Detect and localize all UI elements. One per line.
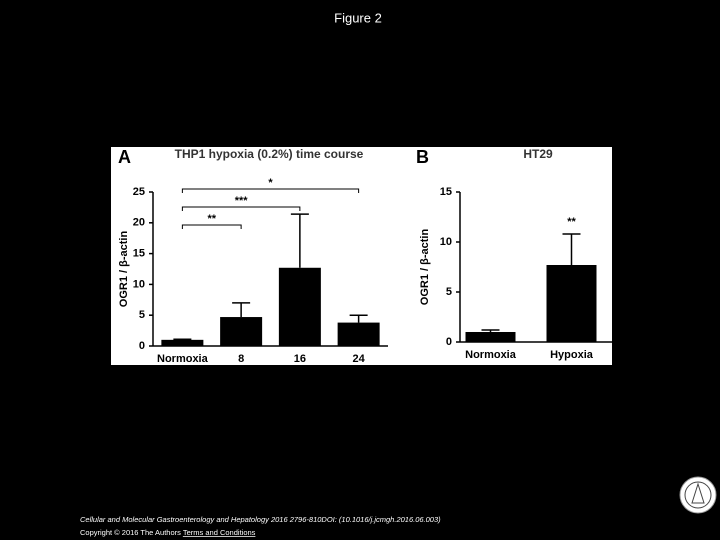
error-bar <box>562 233 581 265</box>
y-tick-label: 5 <box>446 286 452 298</box>
x-tick-label: Normoxia <box>465 349 517 361</box>
error-bar <box>232 302 251 318</box>
y-tick-label: 0 <box>139 340 145 352</box>
significance-label: *** <box>235 195 249 207</box>
error-bar <box>481 329 500 332</box>
x-tick-label: Normoxia <box>157 353 209 365</box>
x-tick-label: 24 <box>353 353 366 365</box>
significance-label: ** <box>567 216 576 228</box>
error-bar <box>173 338 192 340</box>
y-tick-label: 10 <box>440 236 452 248</box>
x-tick-label: 16 <box>294 353 306 365</box>
significance-label: * <box>268 177 273 189</box>
journal-logo <box>679 476 717 514</box>
bar <box>337 322 380 346</box>
bar <box>278 267 321 346</box>
significance-bracket <box>181 206 301 211</box>
copyright: Copyright © 2016 The Authors Terms and Co… <box>80 528 256 537</box>
y-tick-label: 20 <box>133 217 145 229</box>
y-tick-label: 5 <box>139 309 145 321</box>
y-tick-label: 10 <box>133 278 145 290</box>
y-tick-label: 15 <box>133 248 145 260</box>
y-axis-label: OGR1 / β-actin <box>419 229 431 306</box>
chart-title: HT29 <box>523 147 553 161</box>
y-tick-label: 15 <box>440 186 452 198</box>
significance-bracket <box>181 224 242 229</box>
x-tick-label: 8 <box>238 353 244 365</box>
significance-bracket <box>181 188 360 193</box>
panel-letter: B <box>416 147 429 167</box>
citation: Cellular and Molecular Gastroenterology … <box>80 515 441 524</box>
chart-title: THP1 hypoxia (0.2%) time course <box>175 147 364 161</box>
error-bar <box>290 213 309 268</box>
bar <box>546 265 597 342</box>
y-tick-label: 0 <box>446 336 452 348</box>
y-tick-label: 25 <box>133 186 145 198</box>
significance-label: ** <box>207 213 216 225</box>
bar <box>161 339 204 346</box>
error-bar <box>349 314 368 323</box>
panel-letter: A <box>118 147 131 167</box>
bar <box>220 317 263 346</box>
copyright-text: Copyright © 2016 The Authors <box>80 528 181 537</box>
y-axis-label: OGR1 / β-actin <box>118 231 130 308</box>
x-tick-label: Hypoxia <box>550 349 594 361</box>
terms-link[interactable]: Terms and Conditions <box>183 528 256 537</box>
slide-title: Figure 2 <box>334 10 382 25</box>
bar <box>465 332 516 342</box>
